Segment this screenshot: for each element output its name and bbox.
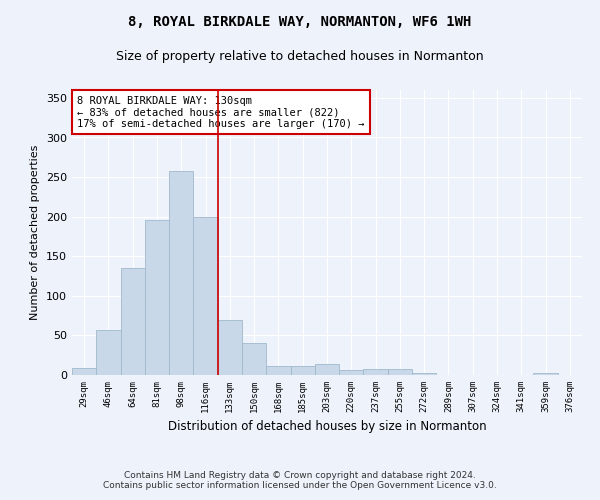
Bar xyxy=(145,220,169,375)
Text: 8, ROYAL BIRKDALE WAY, NORMANTON, WF6 1WH: 8, ROYAL BIRKDALE WAY, NORMANTON, WF6 1W… xyxy=(128,15,472,29)
Bar xyxy=(412,372,436,375)
Bar xyxy=(121,268,145,375)
Bar xyxy=(218,320,242,375)
Text: Contains HM Land Registry data © Crown copyright and database right 2024.
Contai: Contains HM Land Registry data © Crown c… xyxy=(103,470,497,490)
Bar xyxy=(533,372,558,375)
Bar xyxy=(388,370,412,375)
Bar xyxy=(364,370,388,375)
Bar xyxy=(339,370,364,375)
Bar xyxy=(72,368,96,375)
Bar xyxy=(169,171,193,375)
Bar xyxy=(96,330,121,375)
Bar xyxy=(266,366,290,375)
Bar xyxy=(315,364,339,375)
Y-axis label: Number of detached properties: Number of detached properties xyxy=(31,145,40,320)
X-axis label: Distribution of detached houses by size in Normanton: Distribution of detached houses by size … xyxy=(167,420,487,434)
Bar xyxy=(242,344,266,375)
Text: Size of property relative to detached houses in Normanton: Size of property relative to detached ho… xyxy=(116,50,484,63)
Bar xyxy=(193,216,218,375)
Text: 8 ROYAL BIRKDALE WAY: 130sqm
← 83% of detached houses are smaller (822)
17% of s: 8 ROYAL BIRKDALE WAY: 130sqm ← 83% of de… xyxy=(77,96,365,129)
Bar xyxy=(290,366,315,375)
